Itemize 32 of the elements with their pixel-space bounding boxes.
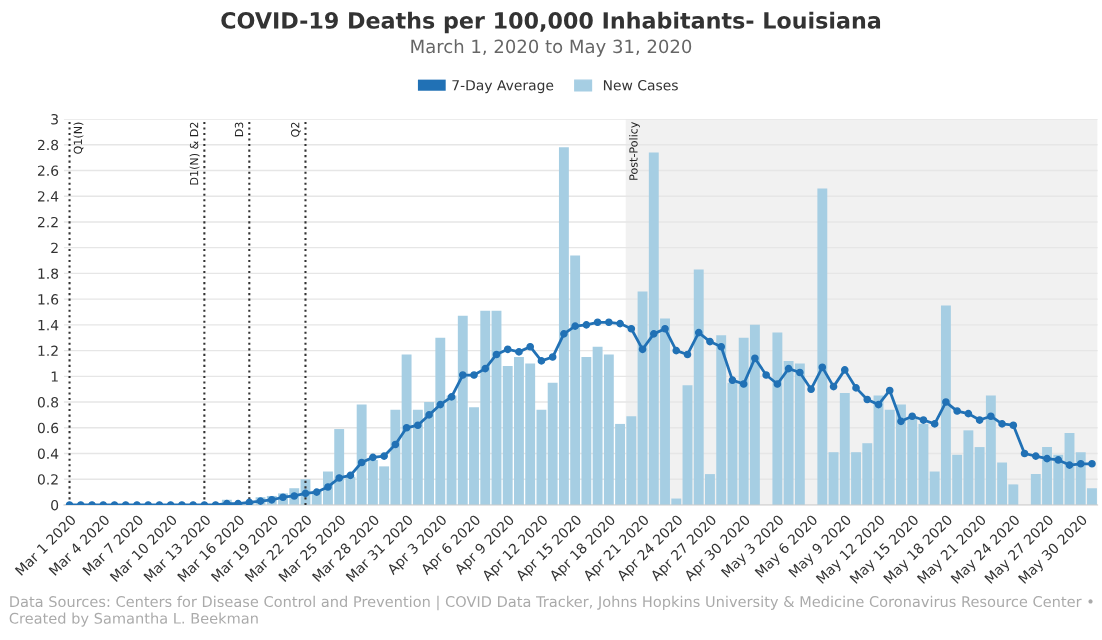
y-tick-label: 0.8 — [37, 397, 59, 408]
bar — [637, 291, 648, 505]
y-tick-label: 2.6 — [37, 165, 59, 176]
ref-line-label: D3 — [234, 122, 244, 137]
bar — [772, 332, 783, 505]
ref-line-label: Q2 — [290, 122, 301, 137]
y-tick-label: 1.6 — [38, 294, 59, 305]
legend-label: 7-Day Average — [452, 80, 554, 94]
bar — [682, 385, 693, 505]
y-tick-label: 2.8 — [37, 139, 59, 151]
ref-line-label: D1(N) & D2 — [189, 122, 200, 185]
text: Data Sources: Centers for Disease Control and Prevention | COVID Data Tracker, Johns Hopkins University & Medicine Coronavirus Resource Center • Created by Samantha L. Beekman — [9, 595, 1093, 627]
chart-title: COVID-19 Deaths per 100,000 Inhabitants- Louisiana — [221, 11, 881, 34]
y-tick-label: 0.6 — [37, 422, 59, 434]
ref-line-label: Q1(N) — [73, 122, 84, 154]
chart-subtitle: March 1, 2020 to May 31, 2020 — [411, 39, 692, 57]
y-tick-label: 2 — [51, 242, 58, 253]
y-tick-label: 1.8 — [38, 268, 59, 279]
y-tick-label: 2.2 — [37, 216, 58, 228]
bar — [817, 188, 828, 505]
y-tick-label: 2.4 — [37, 191, 59, 202]
y-tick-label: 0 — [51, 499, 59, 511]
y-tick-label: 1.4 — [38, 320, 59, 331]
y-tick-label: 0.4 — [37, 448, 59, 459]
bar — [491, 310, 502, 505]
y-tick-label: 3 — [51, 114, 58, 125]
y-tick-label: 0.2 — [37, 474, 58, 485]
band-label: Post-Policy — [629, 121, 640, 180]
legend-label: New Cases — [603, 79, 678, 91]
y-tick-label: 1 — [51, 371, 58, 382]
bar — [828, 452, 839, 505]
y-tick-label: 1.2 — [38, 345, 58, 356]
